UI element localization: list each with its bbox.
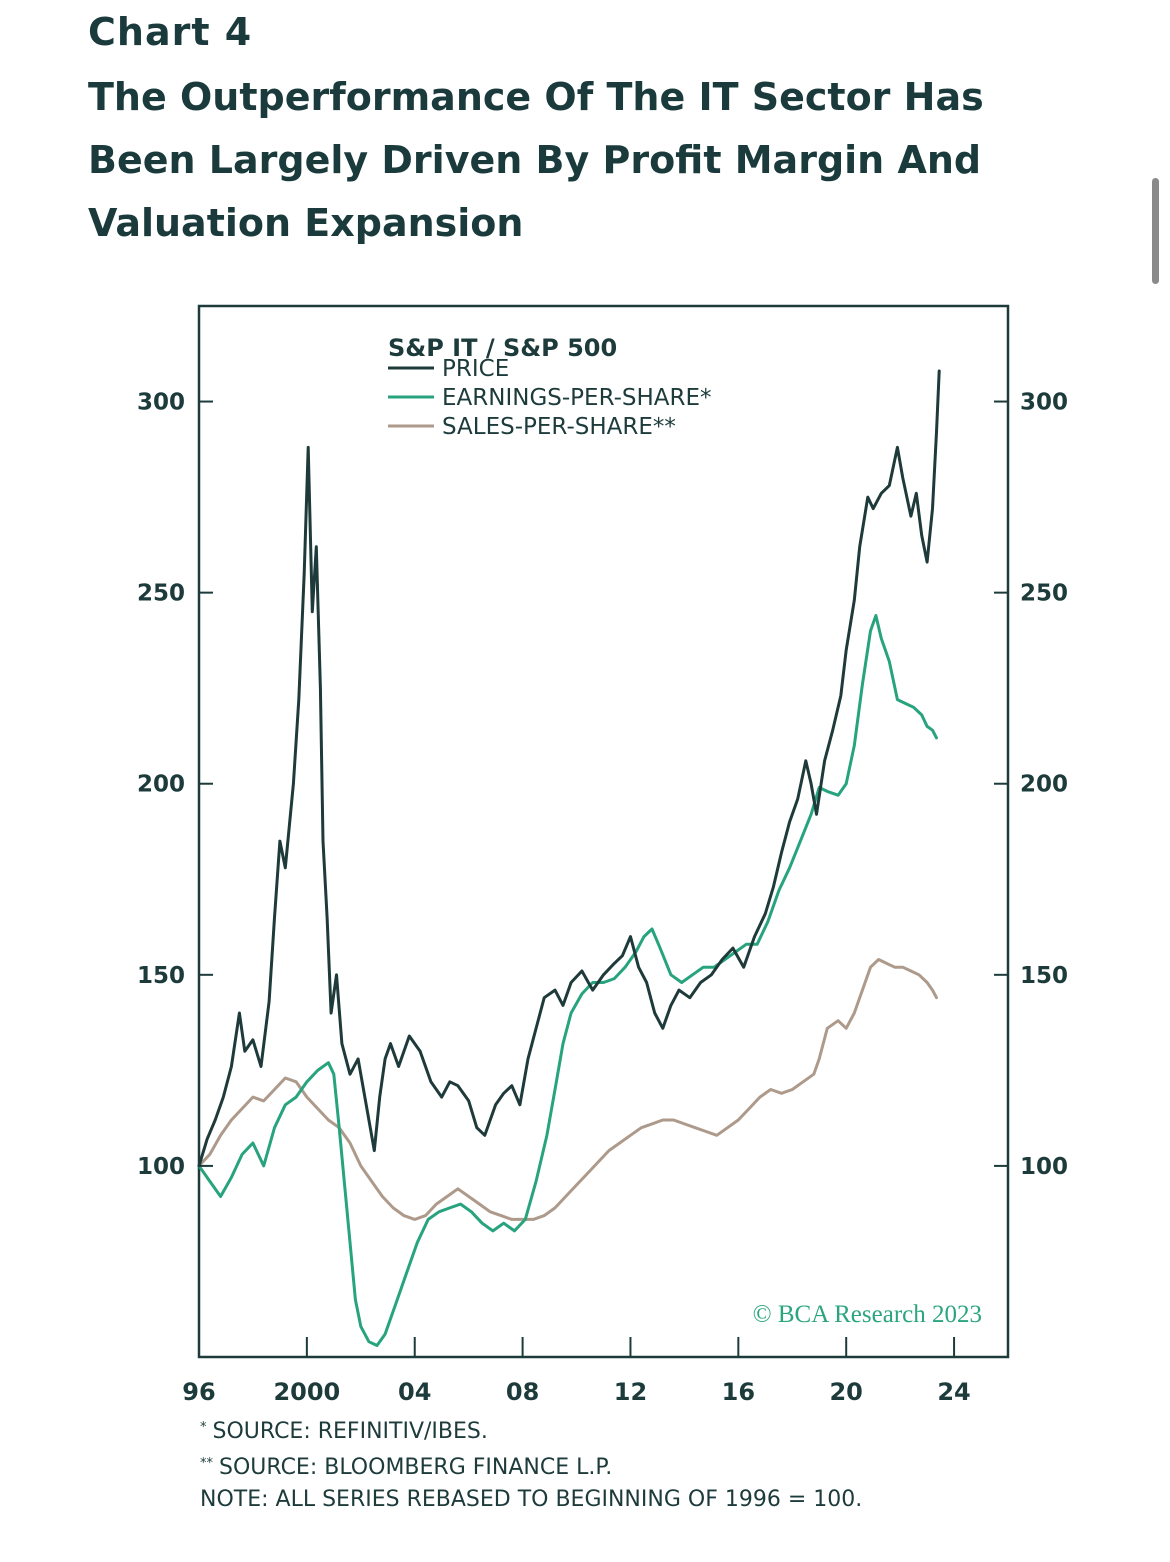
footnote-line: ** SOURCE: BLOOMBERG FINANCE L.P. bbox=[200, 1446, 862, 1482]
series-line-earnings-per-share bbox=[197, 614, 938, 1347]
legend-item: PRICE bbox=[442, 356, 509, 382]
x-tick-label: 16 bbox=[722, 1378, 755, 1406]
footnotes: * SOURCE: REFINITIV/IBES. ** SOURCE: BLOOMB… bbox=[200, 1410, 862, 1518]
y-tick-label-right: 100 bbox=[1020, 1154, 1068, 1180]
legend-title: S&P IT / S&P 500 bbox=[388, 334, 617, 362]
x-tick-label: 04 bbox=[398, 1378, 431, 1406]
footnote-line: * SOURCE: REFINITIV/IBES. bbox=[200, 1410, 862, 1446]
x-tick-label: 12 bbox=[614, 1378, 647, 1406]
y-tick-label-left: 300 bbox=[137, 390, 185, 416]
x-tick-label: 2000 bbox=[273, 1378, 340, 1406]
y-tick-label-left: 100 bbox=[137, 1154, 185, 1180]
line-chart: 100 100 150 150 200 200 250 250 300 300 96 2000 04 08… bbox=[137, 304, 1068, 1406]
y-tick-label-left: 250 bbox=[137, 581, 185, 607]
y-tick-label-right: 250 bbox=[1020, 581, 1068, 607]
copyright-label: © BCA Research 2023 bbox=[753, 1301, 982, 1328]
series-line-price bbox=[197, 369, 941, 1168]
series-line-sales-per-share bbox=[197, 958, 938, 1221]
chart-title: The Outperformance Of The IT Sector Has … bbox=[88, 75, 984, 245]
footnote-mark: * bbox=[200, 1420, 207, 1435]
plot-frame bbox=[197, 304, 1010, 1359]
y-tick-label-left: 200 bbox=[137, 772, 185, 798]
footnote-mark: ** bbox=[200, 1456, 213, 1471]
y-tick-label-left: 150 bbox=[137, 963, 185, 989]
y-tick-label-right: 150 bbox=[1020, 963, 1068, 989]
chart-number: Chart 4 bbox=[88, 10, 253, 54]
x-tick-label: 20 bbox=[829, 1378, 862, 1406]
y-tick-label-right: 200 bbox=[1020, 772, 1068, 798]
x-tick-label: 96 bbox=[182, 1378, 215, 1406]
footnote-line: NOTE: ALL SERIES REBASED TO BEGINNING OF… bbox=[200, 1482, 862, 1518]
y-tick-label-right: 300 bbox=[1020, 390, 1068, 416]
x-tick-label: 24 bbox=[937, 1378, 970, 1406]
footnote-text: SOURCE: BLOOMBERG FINANCE L.P. bbox=[219, 1455, 613, 1480]
legend-item: SALES-PER-SHARE** bbox=[442, 414, 676, 440]
legend-item: EARNINGS-PER-SHARE* bbox=[442, 385, 712, 411]
x-tick-label: 08 bbox=[506, 1378, 539, 1406]
scrollbar[interactable] bbox=[1152, 178, 1159, 284]
footnote-text: NOTE: ALL SERIES REBASED TO BEGINNING OF… bbox=[200, 1487, 863, 1512]
footnote-text: SOURCE: REFINITIV/IBES. bbox=[212, 1419, 488, 1444]
